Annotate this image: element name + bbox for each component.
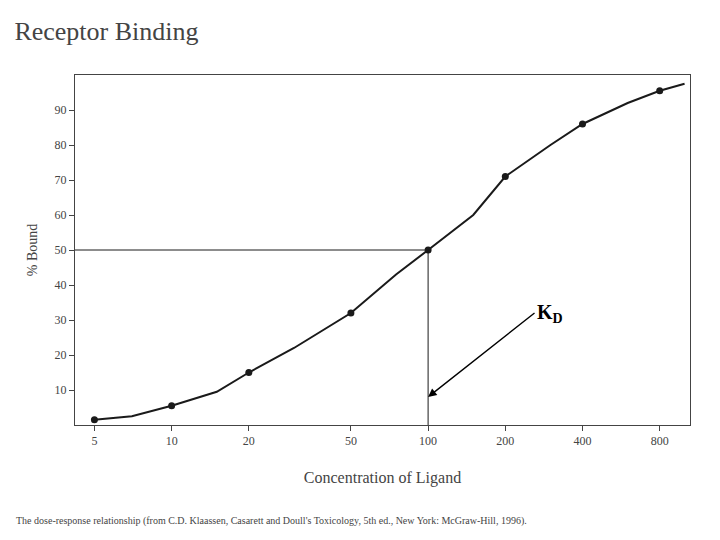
svg-text:30: 30 xyxy=(55,313,67,327)
svg-text:The dose-response relationship: The dose-response relationship (from C.D… xyxy=(16,515,527,527)
svg-text:% Bound: % Bound xyxy=(25,224,40,277)
svg-text:Receptor Binding: Receptor Binding xyxy=(14,17,198,46)
svg-text:400: 400 xyxy=(574,434,592,448)
svg-text:10: 10 xyxy=(166,434,178,448)
svg-text:100: 100 xyxy=(419,434,437,448)
svg-text:20: 20 xyxy=(55,348,67,362)
svg-text:80: 80 xyxy=(55,138,67,152)
svg-text:5: 5 xyxy=(91,434,97,448)
svg-text:Concentration of Ligand: Concentration of Ligand xyxy=(304,469,461,487)
svg-text:10: 10 xyxy=(55,383,67,397)
svg-text:60: 60 xyxy=(55,208,67,222)
svg-text:70: 70 xyxy=(55,173,67,187)
svg-text:K​D​: K​D​ xyxy=(537,301,563,326)
svg-text:20: 20 xyxy=(243,434,255,448)
svg-text:200: 200 xyxy=(496,434,514,448)
svg-text:40: 40 xyxy=(55,278,67,292)
svg-text:90: 90 xyxy=(55,103,67,117)
svg-text:50: 50 xyxy=(55,243,67,257)
svg-text:800: 800 xyxy=(651,434,669,448)
svg-text:50: 50 xyxy=(345,434,357,448)
